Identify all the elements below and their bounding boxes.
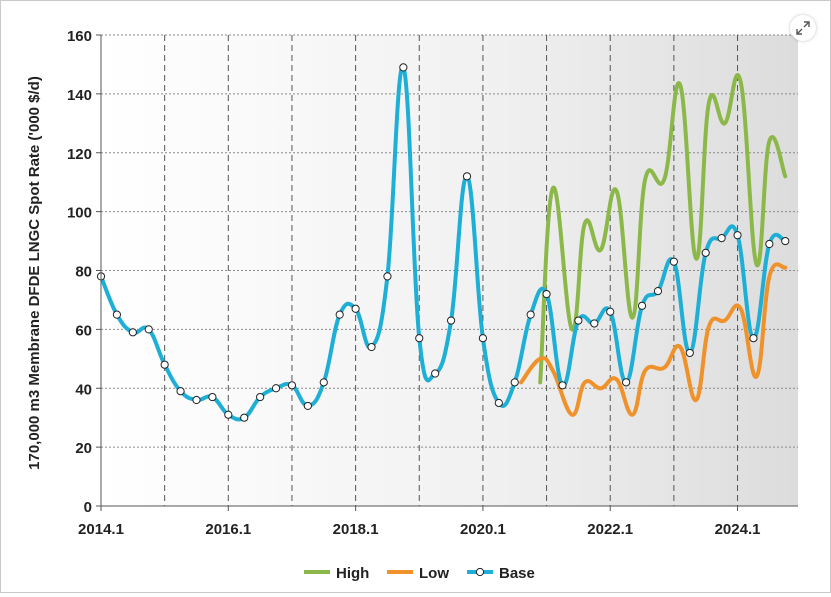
data-point-base: [494, 398, 503, 408]
series-layer: [96, 63, 790, 422]
data-point-base: [240, 413, 249, 422]
data-point-base: [510, 378, 519, 387]
data-point-base: [112, 310, 122, 319]
legend-label-base: Base: [499, 565, 535, 582]
data-point-base: [574, 316, 583, 325]
data-point-base: [558, 381, 567, 390]
data-point-base: [542, 289, 551, 299]
data-point-base: [351, 304, 360, 313]
data-point-base: [590, 319, 599, 328]
y-tick-label: 120: [67, 146, 92, 163]
data-point-base: [637, 301, 647, 310]
data-point-base: [622, 378, 631, 387]
data-point-base: [669, 257, 678, 266]
data-point-base: [176, 387, 185, 396]
data-point-base: [303, 401, 312, 411]
legend-label-low: Low: [419, 565, 449, 582]
y-tick-label: 100: [67, 205, 92, 222]
x-tick-label: 2020.1: [460, 521, 506, 538]
data-point-base: [446, 316, 456, 325]
data-point-base: [319, 378, 328, 387]
legend-item-high: High: [304, 565, 369, 582]
x-tick-label: 2016.1: [205, 521, 251, 538]
data-point-base: [367, 342, 376, 352]
data-point-base: [160, 360, 169, 369]
data-point-base: [462, 172, 472, 181]
data-point-base: [256, 392, 265, 402]
data-point-base: [653, 287, 663, 296]
data-point-base: [224, 410, 233, 419]
y-axis-label: 170,000 m3 Membrane DFDE LNGC Spot Rate …: [26, 76, 43, 470]
data-point-base: [431, 369, 440, 378]
data-point-base: [287, 381, 297, 390]
grid-layer: [101, 34, 798, 506]
data-point-base: [208, 392, 217, 402]
data-point-base: [144, 325, 153, 334]
data-point-base: [749, 334, 758, 343]
data-point-base: [685, 348, 694, 358]
axes-layer: 0 20 40 60 80 100 120 140 160 2014.1 2016.1 2018.1 2…: [67, 28, 798, 538]
expand-icon: [796, 21, 810, 35]
x-tick-label: 2024.1: [715, 521, 761, 538]
data-point-base: [717, 234, 726, 243]
data-point-base: [733, 231, 742, 240]
data-point-base: [765, 239, 774, 249]
y-tick-label: 80: [75, 264, 92, 281]
legend-item-low: Low: [387, 565, 449, 582]
series-line-high: [538, 73, 788, 385]
data-point-base: [192, 395, 201, 405]
legend-label-high: High: [336, 565, 369, 582]
legend-item-base: Base: [467, 565, 535, 582]
x-tick-label: 2022.1: [587, 521, 633, 538]
data-point-base: [701, 248, 710, 257]
data-point-base: [606, 307, 615, 316]
x-tick-label: 2018.1: [333, 521, 379, 538]
y-tick-label: 60: [75, 322, 92, 339]
expand-button[interactable]: [790, 15, 816, 41]
data-point-base: [526, 310, 535, 319]
data-point-base: [383, 272, 392, 281]
data-point-base: [271, 384, 281, 393]
data-point-base: [415, 334, 424, 343]
y-tick-label: 40: [75, 381, 92, 398]
y-tick-label: 20: [75, 440, 92, 457]
y-tick-label: 140: [67, 87, 92, 104]
data-point-base: [399, 63, 408, 72]
y-tick-label: 160: [67, 28, 92, 45]
legend: High Low Base: [304, 565, 535, 582]
data-point-base: [478, 334, 488, 343]
data-point-base: [128, 328, 137, 337]
y-tick-label: 0: [84, 499, 92, 516]
data-point-base: [781, 236, 790, 246]
x-tick-label: 2014.1: [78, 521, 124, 538]
series-line-low: [519, 262, 788, 417]
data-point-base: [335, 310, 344, 319]
legend-marker-base: [475, 567, 485, 577]
